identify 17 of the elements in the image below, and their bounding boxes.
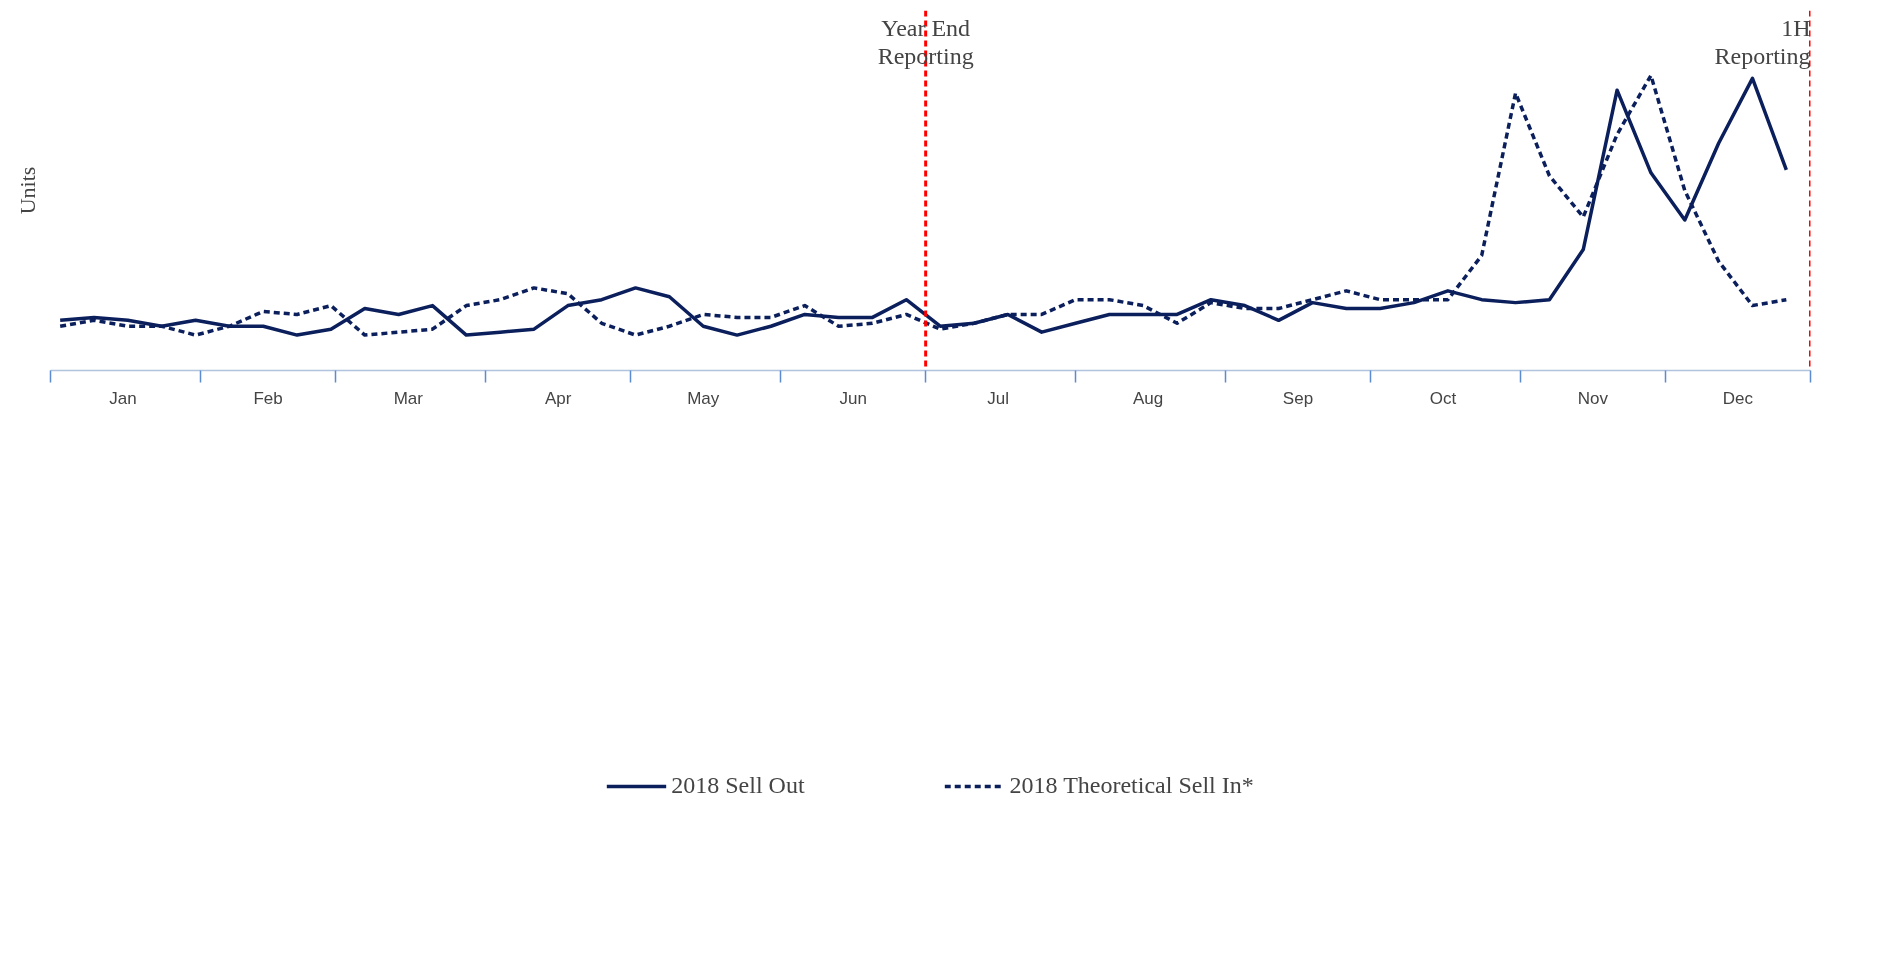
y-axis-title: Units [14,166,40,215]
ref-line-label: 1H Reporting [1714,14,1811,69]
x-tick-label: Nov [1577,388,1609,408]
x-tick-label: Jun [839,388,867,408]
x-tick-label: Sep [1282,388,1314,408]
x-tick-label: May [687,388,720,408]
x-tick-label: Apr [544,388,572,408]
x-tick-label: Jul [987,388,1010,408]
ref-line-label: Year End Reporting [877,14,974,69]
x-tick-label: Feb [253,388,283,408]
legend-label: 2018 Theoretical Sell In* [1009,772,1254,799]
x-tick-label: Oct [1429,388,1457,408]
x-tick-label: Mar [393,388,424,408]
legend-label: 2018 Sell Out [671,772,805,799]
x-tick-label: Aug [1132,388,1164,408]
x-tick-label: Dec [1722,388,1754,408]
x-tick-label: Jan [109,388,137,408]
